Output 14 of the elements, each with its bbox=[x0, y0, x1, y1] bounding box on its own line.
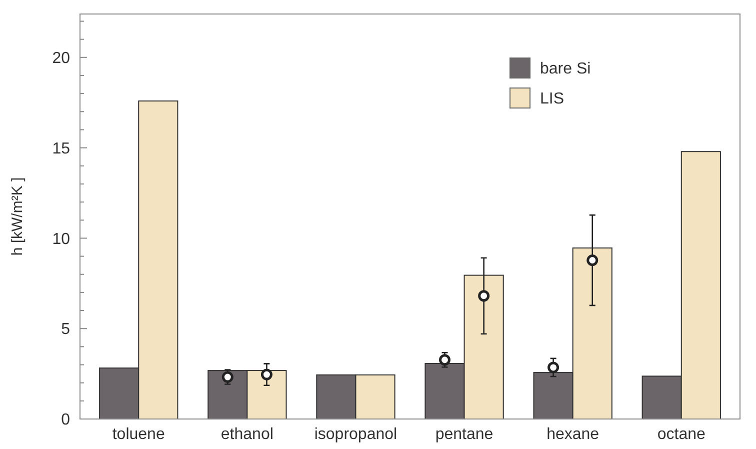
x-tick-label: toluene bbox=[112, 426, 165, 443]
y-tick-label: 0 bbox=[61, 412, 70, 429]
y-tick-label: 10 bbox=[52, 230, 70, 248]
y-tick-label: 5 bbox=[61, 321, 70, 338]
x-tick-label: pentane bbox=[435, 426, 494, 443]
x-tick-label: hexane bbox=[546, 426, 600, 443]
legend-label: bare Si bbox=[540, 60, 591, 78]
x-tick-label: isopropanol bbox=[314, 426, 398, 443]
x-tick-label: ethanol bbox=[220, 426, 274, 443]
y-tick-label: 20 bbox=[52, 50, 70, 67]
y-tick-label: 15 bbox=[52, 140, 70, 158]
legend-label: LIS bbox=[540, 90, 564, 108]
x-tick-label: octane bbox=[657, 426, 706, 443]
y-axis-title: h [kW/m²K ] bbox=[9, 177, 26, 256]
